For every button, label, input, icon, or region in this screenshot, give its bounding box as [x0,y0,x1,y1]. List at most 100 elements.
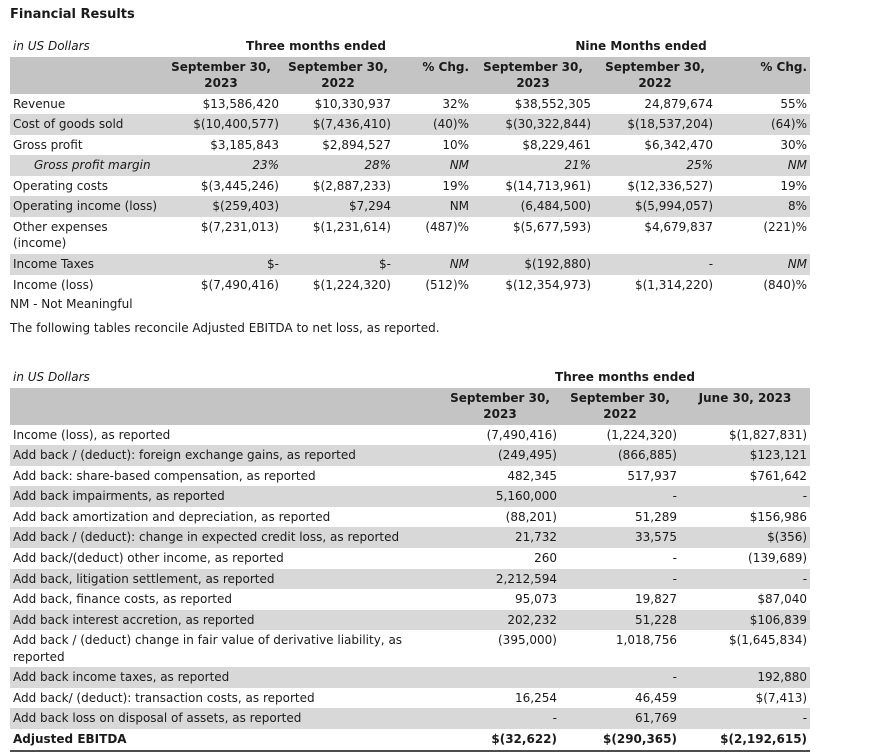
cell-value: 33,575 [560,527,680,549]
units-label: in US Dollars [13,39,90,53]
cell-value: $8,229,461 [522,137,592,152]
column-header: September 30, 2023 [440,387,560,425]
table-row: Add back/(deduct) other income, as repor… [10,548,810,569]
row-label: Income (loss), as reported [13,427,171,442]
cell-value [440,667,560,688]
table-row: Add back / (deduct) change in fair value… [10,630,810,667]
cell-value: $(1,645,834) [728,633,808,648]
cell-value: $(1,827,831) [728,427,808,442]
cell-value: - [560,486,680,507]
cell-value: (487)% [425,219,470,234]
cell-value: 10% [442,137,470,152]
row-label: Operating income (loss) [10,196,160,217]
cell-value: 61,769 [560,708,680,729]
cell-value: 2,212,594 [440,568,560,590]
table-row-income-loss: Income (loss) $(7,490,416) $(1,224,320) … [10,275,810,296]
cell-value: $(14,713,961) [505,178,592,193]
table-row: Add back loss on disposal of assets, as … [10,708,811,729]
column-header: September 30, 2023 [160,56,282,94]
adjusted-ebitda-table: in US Dollars Three months ended Septemb… [10,367,811,752]
table-row: Income (loss), as reported (7,490,416) (… [10,425,810,446]
column-header: September 30, 2022 [560,387,680,425]
cell-value: $2,894,527 [322,137,391,152]
cell-value: 25% [594,155,717,176]
cell-value: 5,160,000 [440,486,560,507]
table-row: Add back: share-based compensation, as r… [10,466,810,487]
cell-value: 1,018,756 [615,633,677,648]
cell-value: $13,586,420 [202,96,279,111]
cell-value: - [440,708,560,729]
cell-value: $106,839 [680,609,811,631]
table-row-adjusted-ebitda: Adjusted EBITDA $(32,622) $(290,365) $(2… [10,728,811,752]
row-label: Income Taxes [10,254,160,275]
table-row: Add back amortization and depreciation, … [10,507,810,528]
cell-value: $(32,622) [440,728,560,752]
cell-value: $(290,365) [560,728,680,752]
row-label: Other expenses (income) [13,219,108,251]
table-row-income-taxes: Income Taxes $- $- NM $(192,880) - NM [10,254,811,275]
table-row: Add back, litigation settlement, as repo… [10,568,811,590]
column-header: % Chg. [716,56,811,94]
cell-value: $(12,336,527) [627,178,714,193]
table-row-gross-profit-margin: Gross profit margin 23% 28% NM 21% 25% N… [10,155,811,176]
cell-value: - [680,486,811,507]
page-title: Financial Results [10,7,135,22]
row-label: Add back/(deduct) other income, as repor… [13,551,284,566]
cell-value: $(1,224,320) [312,277,391,292]
cell-value: 55% [780,96,808,111]
cell-value: - [672,551,677,566]
cell-value: NM [394,196,473,217]
cell-value: 21,732 [440,527,560,549]
cell-value: - [560,568,680,590]
cell-value: $38,552,305 [514,96,592,111]
column-header: June 30, 2023 [680,387,811,425]
cell-value: $(356) [680,527,811,549]
cell-value: 482,345 [507,468,557,483]
table-row: Add back / (deduct): foreign exchange ga… [10,445,811,466]
cell-value: $123,121 [680,445,811,466]
cell-value: NM [394,155,473,176]
row-label: Add back loss on disposal of assets, as … [10,708,440,729]
cell-value: - [680,568,811,590]
table-row-other-expenses: Other expenses (income) $(7,231,013) $(1… [10,217,810,254]
table-row: Add back impairments, as reported 5,160,… [10,486,811,507]
row-label: Add back / (deduct): foreign exchange ga… [10,445,440,466]
cell-value: $6,342,470 [644,137,714,152]
cell-value: $(259,403) [160,196,282,217]
row-label: Operating costs [13,178,108,193]
cell-value: (7,490,416) [486,427,557,442]
column-header-empty [10,56,160,94]
cell-value: 19% [780,178,808,193]
column-header-row: September 30, 2023 September 30, 2022 % … [10,56,811,94]
cell-value: 51,289 [635,509,677,524]
cell-value: $- [160,254,282,275]
cell-value: $4,679,837 [644,219,714,234]
cell-value: $3,185,843 [210,137,279,152]
cell-value: 19,827 [635,592,677,607]
cell-value: $10,330,937 [314,96,391,111]
table-row-operating-income: Operating income (loss) $(259,403) $7,29… [10,196,811,217]
cell-value: (512)% [425,277,470,292]
column-header: September 30, 2022 [282,56,394,94]
cell-value: (1,224,320) [606,427,677,442]
cell-value: $(1,231,614) [312,219,391,234]
table-row: Add back / (deduct): change in expected … [10,527,811,549]
table-row: Add back interest accretion, as reported… [10,609,811,631]
table-row-operating-costs: Operating costs $(3,445,246) $(2,887,233… [10,176,810,197]
cell-value: (221)% [763,219,808,234]
row-label: Gross profit [13,137,83,152]
cell-value: $(2,192,615) [680,728,811,752]
reconciliation-paragraph: The following tables reconcile Adjusted … [10,321,440,336]
group-header-three-months: Three months ended [555,370,696,385]
cell-value: 24,879,674 [644,96,714,111]
units-label: in US Dollars [13,370,90,385]
cell-value: $(30,322,844) [472,114,595,135]
cell-value: (6,484,500) [472,196,595,217]
column-header: September 30, 2023 [472,56,595,94]
group-header-three-months: Three months ended [246,39,387,53]
row-label: Add back/ (deduct): transaction costs, a… [13,690,315,705]
row-label: Add back: share-based compensation, as r… [13,468,316,483]
cell-value: - [560,667,680,688]
cell-value: $156,986 [749,509,808,524]
cell-value: (64)% [716,114,811,135]
